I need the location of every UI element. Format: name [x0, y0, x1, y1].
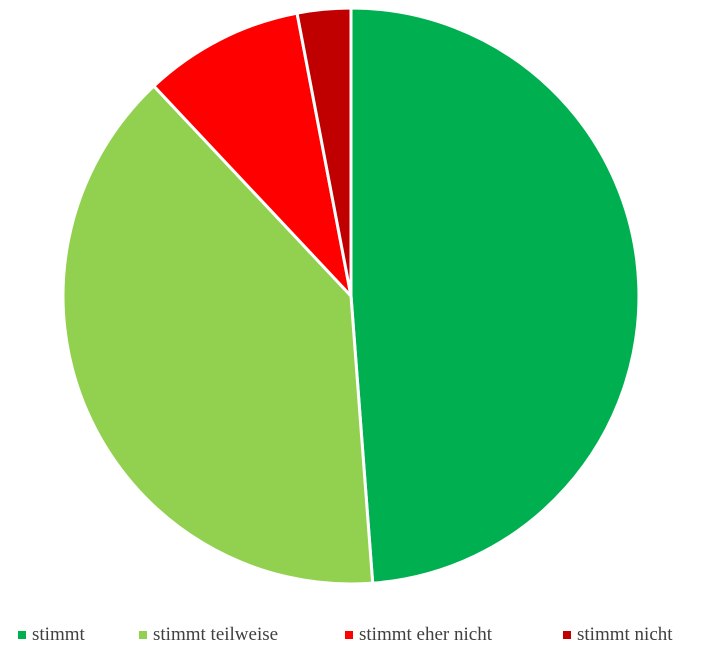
legend-item-stimmt: stimmt: [18, 622, 85, 648]
legend-swatch-stimmt: [18, 631, 26, 639]
legend-item-stimmt-nicht: stimmt nicht: [563, 622, 673, 648]
legend-swatch-stimmt-eher-nicht: [345, 631, 353, 639]
legend-swatch-stimmt-nicht: [563, 631, 571, 639]
pie-chart: [61, 6, 641, 586]
legend-label-stimmt: stimmt: [32, 624, 85, 645]
legend-label-stimmt-teilweise: stimmt teilweise: [153, 624, 279, 645]
legend-item-stimmt-teilweise: stimmt teilweise: [139, 622, 278, 648]
legend-item-stimmt-eher-nicht: stimmt eher nicht: [345, 622, 492, 648]
pie-slice-stimmt-nicht: [295, 6, 353, 298]
pie-slice-stimmt-eher-nicht: [152, 11, 353, 298]
pie-slices: [61, 6, 641, 586]
chart-legend: stimmt stimmt teilweise stimmt eher nich…: [0, 622, 701, 648]
pie-slice-stimmt-teilweise: [61, 84, 375, 586]
legend-label-stimmt-eher-nicht: stimmt eher nicht: [359, 624, 492, 645]
legend-swatch-stimmt-teilweise: [139, 631, 147, 639]
pie-slice-stimmt: [349, 6, 641, 585]
legend-label-stimmt-nicht: stimmt nicht: [577, 624, 673, 645]
